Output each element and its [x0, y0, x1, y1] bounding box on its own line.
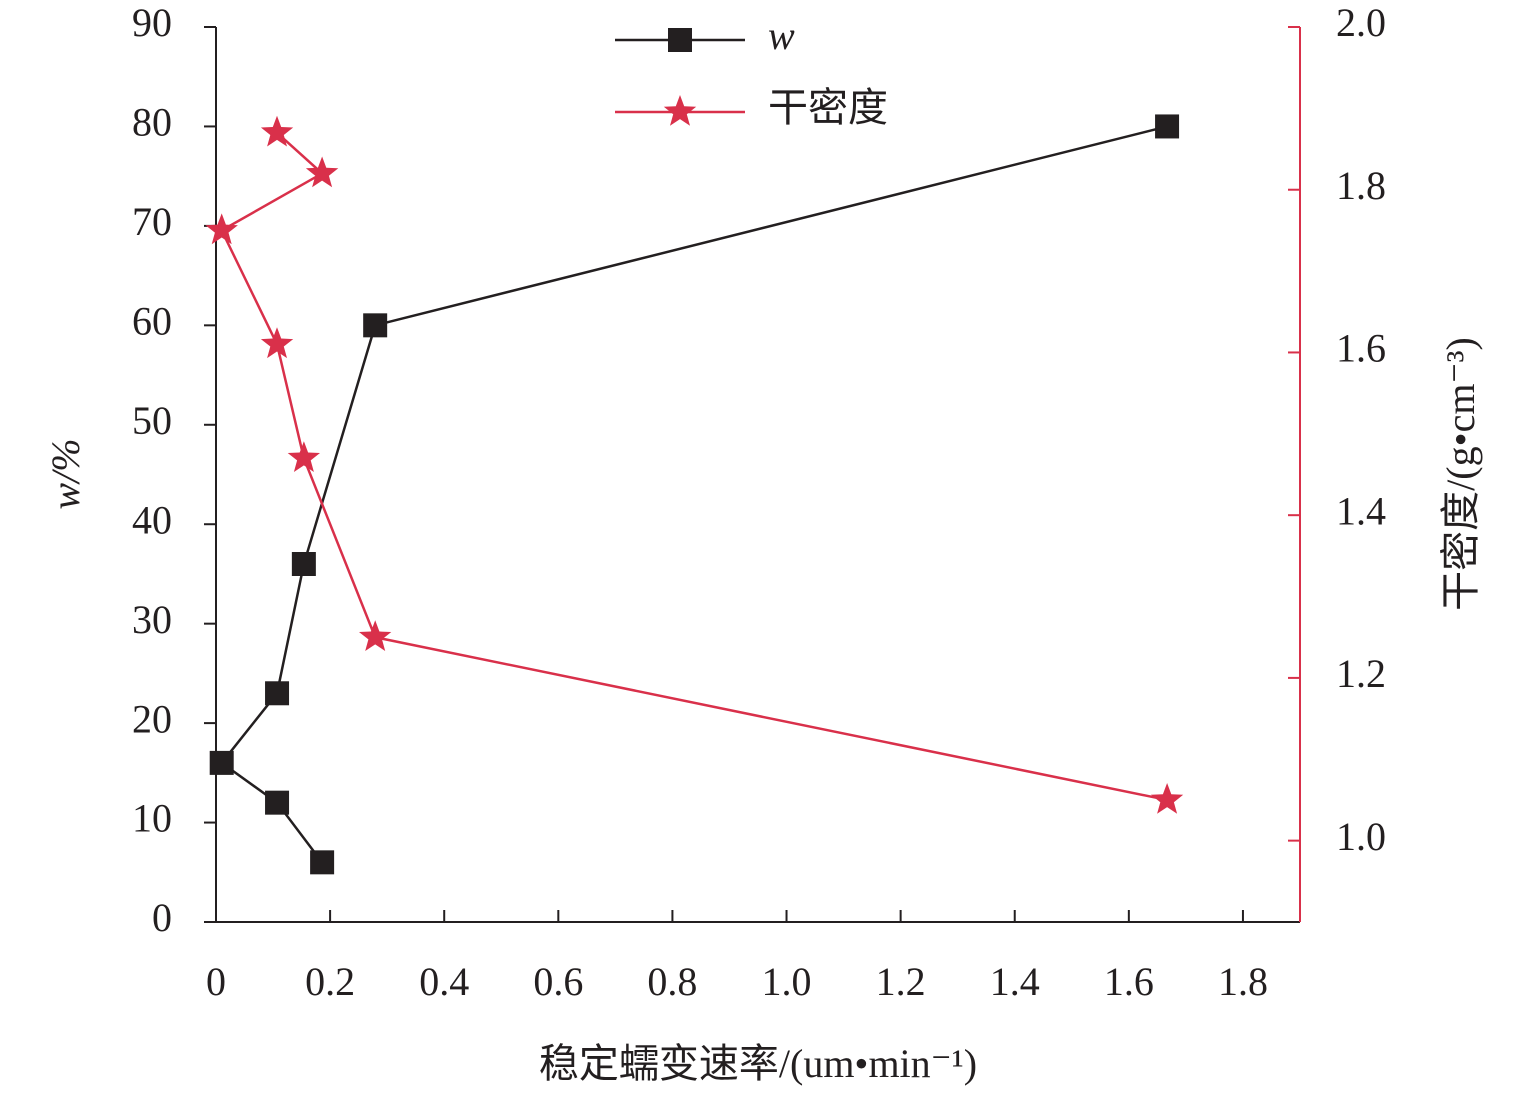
x-tick-label: 0.4: [419, 959, 469, 1004]
y-tick-label: 20: [132, 696, 172, 741]
x-axis-label: 稳定蠕变速率/(um•min⁻¹): [539, 1041, 977, 1086]
x-tick-label: 0.6: [533, 959, 583, 1004]
data-point: [1150, 783, 1184, 814]
data-point: [265, 790, 290, 815]
x-tick-label: 1.2: [876, 959, 926, 1004]
x-tick-label: 1.8: [1218, 959, 1268, 1004]
x-tick-label: 0.8: [647, 959, 697, 1004]
y-axis-label: w/%: [43, 438, 88, 509]
data-point: [209, 750, 234, 775]
series-line: [220, 131, 1168, 802]
y2-tick-label: 1.6: [1336, 326, 1386, 371]
data-point: [1155, 114, 1180, 139]
y2-axis-label: 干密度/(g•cm⁻³): [1438, 337, 1483, 611]
y2-tick-label: 1.0: [1336, 814, 1386, 859]
y-tick-label: 30: [132, 597, 172, 642]
y2-tick-label: 1.8: [1336, 163, 1386, 208]
data-point: [310, 850, 335, 875]
x-tick-label: 1.0: [762, 959, 812, 1004]
series-line: [219, 125, 1168, 864]
data-point: [205, 213, 238, 245]
x-tick-label: 0: [206, 959, 226, 1004]
x-tick-label: 1.4: [990, 959, 1040, 1004]
x-tick-label: 1.6: [1104, 959, 1154, 1004]
data-point: [363, 313, 388, 338]
data-point: [265, 681, 290, 706]
legend-label: 干密度: [768, 85, 888, 130]
legend-label: w: [768, 13, 795, 58]
data-point: [291, 552, 316, 576]
y-tick-label: 40: [132, 497, 172, 542]
legend-marker: [668, 28, 692, 52]
y2-tick-label: 2.0: [1336, 0, 1386, 45]
legend-marker: [663, 95, 697, 126]
y-tick-label: 90: [132, 0, 172, 45]
y-tick-label: 0: [152, 895, 172, 940]
y2-tick-label: 1.2: [1336, 651, 1386, 696]
data-point: [287, 441, 320, 472]
y-tick-label: 60: [132, 299, 172, 344]
data-point: [260, 327, 294, 359]
y-tick-label: 70: [132, 199, 172, 244]
data-point: [260, 115, 294, 147]
y-tick-label: 10: [132, 796, 172, 841]
y-tick-label: 50: [132, 398, 172, 443]
x-tick-label: 0.2: [305, 959, 355, 1004]
data-point: [359, 620, 392, 651]
y2-tick-label: 1.4: [1336, 488, 1386, 533]
y-tick-label: 80: [132, 100, 172, 145]
data-point: [305, 156, 339, 188]
